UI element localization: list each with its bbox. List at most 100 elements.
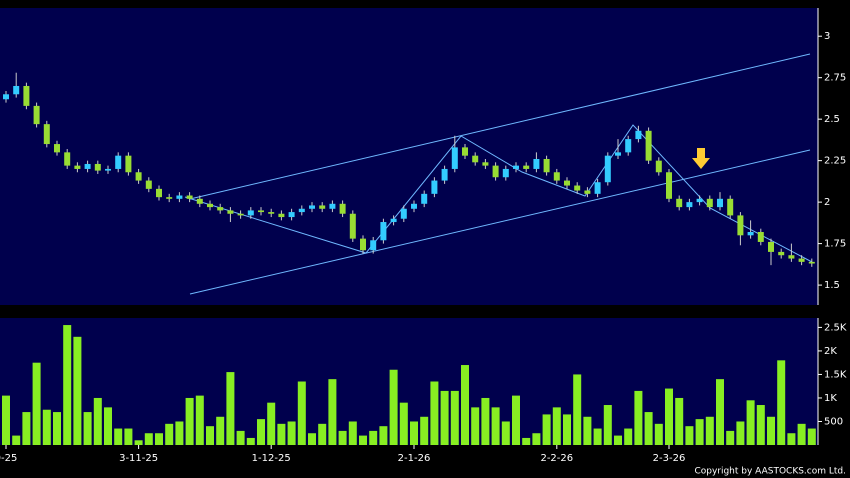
volume-bar: [491, 407, 500, 445]
y-tick-label: 3: [824, 31, 830, 42]
x-tick-label: 2-2-26: [540, 453, 573, 464]
candle-body: [237, 213, 244, 216]
y-tick-label: 2.5: [824, 114, 840, 125]
y-tick-label: 500: [824, 416, 843, 427]
candle-body: [788, 255, 795, 259]
candle-body: [768, 241, 774, 252]
candle-body: [462, 147, 468, 156]
candle-body: [74, 165, 81, 169]
volume-bar: [399, 402, 408, 445]
candle-body: [564, 180, 570, 186]
volume-bar: [379, 426, 388, 445]
volume-bar: [389, 369, 398, 445]
candle-body: [615, 152, 621, 156]
volume-bar: [114, 428, 123, 445]
volume-bar: [603, 405, 612, 445]
volume-bar: [787, 433, 796, 445]
candle-body: [227, 210, 234, 214]
volume-bar: [532, 433, 541, 445]
candle-body: [298, 208, 305, 213]
y-tick-label: 2.25: [824, 156, 846, 167]
candle-body: [604, 155, 611, 183]
candle-body: [339, 203, 346, 214]
candle-body: [594, 182, 601, 194]
y-tick-label: 2: [824, 197, 830, 208]
candle-body: [431, 180, 438, 194]
channel-lower: [189, 149, 811, 295]
y-tick-label: 1.5: [824, 280, 840, 291]
volume-bar: [756, 405, 765, 445]
volume-bar: [716, 379, 724, 445]
candle-body: [533, 158, 540, 169]
candle-body: [13, 85, 20, 95]
channel-upper: [189, 53, 811, 200]
candle-body: [360, 238, 366, 251]
candle-body: [370, 240, 377, 251]
volume-bar: [338, 430, 347, 445]
candle-body: [156, 188, 162, 198]
candle-body: [105, 168, 111, 171]
candle-body: [706, 198, 713, 208]
volume-bar: [624, 428, 633, 445]
volume-bar: [348, 421, 357, 445]
volume-bar: [2, 395, 10, 445]
volume-bar: [257, 419, 265, 445]
volume-bar: [297, 381, 306, 445]
volume-bar: [695, 419, 704, 445]
volume-bar: [512, 395, 520, 445]
candle-body: [186, 195, 193, 199]
volume-bar: [267, 402, 276, 445]
volume-bar: [654, 423, 663, 445]
candle-body: [666, 172, 672, 199]
volume-bar: [593, 428, 602, 445]
y-tick-label: 2.75: [824, 73, 846, 84]
volume-bar: [246, 437, 255, 445]
candle-body: [125, 155, 132, 173]
candle-body: [33, 105, 40, 125]
candle-body: [288, 212, 295, 218]
volume-bar: [552, 407, 561, 445]
candle-body: [727, 198, 734, 216]
volume-bar: [155, 433, 163, 445]
volume-bar: [63, 325, 72, 445]
volume-bar: [797, 423, 806, 445]
x-tick-label: 2-1-26: [398, 453, 431, 464]
candle-body: [757, 231, 764, 242]
volume-bar: [226, 372, 235, 445]
y-tick-label: 1.75: [824, 239, 846, 250]
candle-body: [737, 215, 744, 236]
volume-bar: [522, 437, 531, 445]
candle-body: [451, 147, 458, 169]
volume-bar: [328, 379, 337, 445]
candle-body: [176, 195, 183, 199]
candle-body: [513, 165, 519, 169]
volume-bar: [287, 421, 296, 445]
arrow: [692, 148, 710, 169]
volume-panel: [0, 318, 818, 445]
candle-body: [747, 231, 754, 236]
volume-bar: [583, 416, 592, 445]
volume-bar: [665, 388, 673, 445]
volume-bar: [777, 360, 786, 445]
volume-bar: [573, 374, 582, 445]
candle-body: [400, 208, 407, 219]
candle-body: [441, 168, 448, 181]
volume-bar: [104, 407, 112, 445]
volume-bar: [563, 414, 571, 445]
candle-body: [574, 185, 581, 191]
candle-body: [543, 158, 550, 173]
volume-bar: [22, 412, 31, 445]
candle-body: [502, 168, 509, 178]
candle-body: [43, 124, 50, 145]
volume-bar: [767, 416, 775, 445]
volume-bar: [746, 400, 755, 445]
candle-body: [166, 197, 173, 199]
y-tick-label: 1.5K: [824, 369, 847, 380]
y-tick-label: 2.5K: [824, 322, 847, 333]
candle-body: [798, 258, 805, 262]
candle-body: [54, 144, 60, 153]
candle-body: [94, 163, 101, 171]
volume-bar: [308, 433, 316, 445]
candle-body: [523, 165, 530, 169]
candle-body: [492, 165, 499, 178]
